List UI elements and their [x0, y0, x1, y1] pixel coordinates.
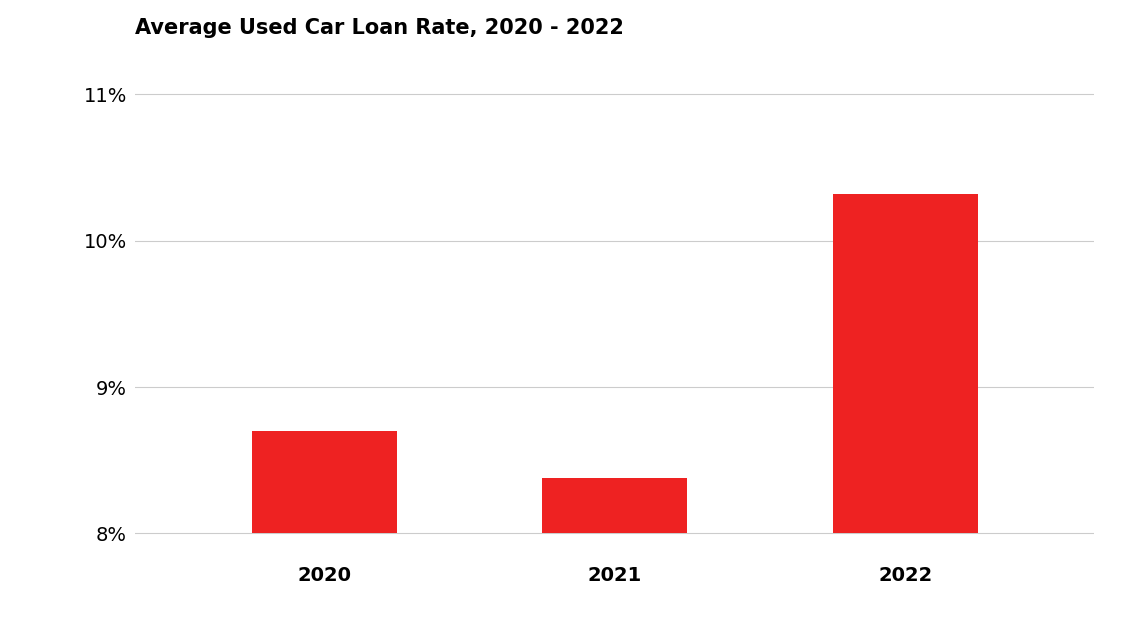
Bar	[543, 478, 687, 533]
Text: Average Used Car Loan Rate, 2020 - 2022: Average Used Car Loan Rate, 2020 - 2022	[135, 18, 624, 38]
Bar	[252, 431, 397, 533]
Bar	[832, 194, 978, 533]
